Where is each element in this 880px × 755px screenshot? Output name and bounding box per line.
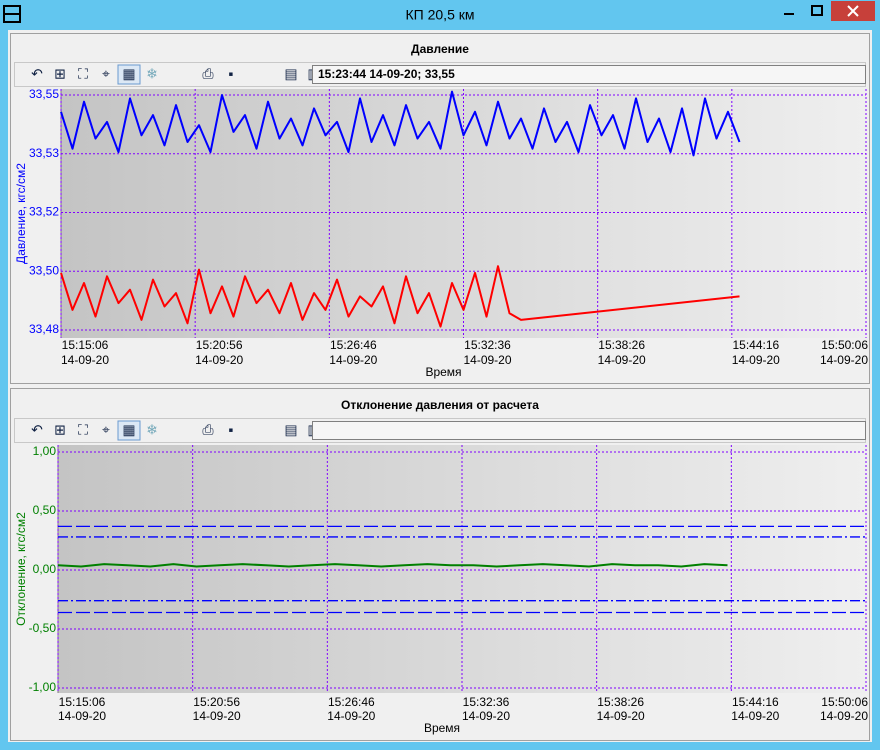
- x-tick-label: 14-09-20: [820, 709, 868, 723]
- toolbar-button-active: [117, 64, 141, 85]
- y-tick-label: 33,52: [29, 205, 59, 219]
- x-tick-label: 14-09-20: [58, 709, 106, 723]
- toolbar-button[interactable]: ⛶: [78, 422, 88, 438]
- x-tick-label: 15:50:06: [821, 338, 868, 352]
- x-tick-label: 15:32:36: [464, 338, 511, 352]
- y-tick-label: 33,53: [29, 146, 59, 160]
- toolbar-button[interactable]: ⎙: [202, 422, 213, 438]
- toolbar-button[interactable]: ▪: [229, 66, 234, 82]
- x-tick-label: 15:15:06: [62, 338, 109, 352]
- y-tick-label: 33,55: [29, 87, 59, 101]
- x-tick-label: 14-09-20: [61, 353, 109, 367]
- x-tick-label: 15:26:46: [328, 695, 375, 709]
- chart-title: Давление: [411, 42, 469, 56]
- toolbar-button[interactable]: ⌖: [102, 422, 110, 438]
- toolbar-button[interactable]: ▤: [284, 66, 297, 82]
- status-box: [312, 421, 866, 440]
- x-tick-label: 15:20:56: [196, 338, 243, 352]
- x-tick-label: 15:26:46: [330, 338, 377, 352]
- data-line: [60, 265, 740, 328]
- x-axis-label: Время: [425, 365, 461, 379]
- x-tick-label: 15:44:16: [732, 695, 779, 709]
- toolbar-button[interactable]: ▪: [229, 422, 234, 438]
- x-tick-label: 14-09-20: [820, 353, 868, 367]
- status-text: 15:23:44 14-09-20; 33,55: [318, 67, 455, 81]
- y-tick-label: -1,00: [29, 680, 57, 694]
- window-title: КП 20,5 км: [406, 7, 475, 23]
- toolbar-button[interactable]: ▦: [122, 66, 135, 82]
- y-tick-label: 0,50: [33, 503, 57, 517]
- y-tick-label: -0,50: [29, 621, 57, 635]
- x-tick-label: 14-09-20: [463, 353, 511, 367]
- y-tick-label: 33,48: [29, 322, 59, 336]
- x-tick-label: 15:20:56: [193, 695, 240, 709]
- x-tick-label: 15:38:26: [597, 695, 644, 709]
- toolbar-button-active: [117, 420, 141, 441]
- data-line: [60, 90, 741, 157]
- maximize-button[interactable]: [803, 1, 831, 21]
- y-tick-label: 1,00: [33, 444, 57, 458]
- status-box: [312, 65, 866, 84]
- toolbar-button[interactable]: ⛶: [78, 66, 88, 82]
- x-tick-label: 14-09-20: [732, 353, 780, 367]
- x-tick-label: 14-09-20: [597, 709, 645, 723]
- x-tick-label: 15:15:06: [59, 695, 106, 709]
- x-tick-label: 14-09-20: [193, 709, 241, 723]
- toolbar-button[interactable]: ❄: [146, 66, 158, 82]
- x-tick-label: 14-09-20: [329, 353, 377, 367]
- x-tick-label: 14-09-20: [327, 709, 375, 723]
- y-axis-label: Давление, кгс/см2: [14, 163, 28, 264]
- x-tick-label: 15:38:26: [598, 338, 645, 352]
- toolbar-button[interactable]: ⎙: [202, 66, 213, 82]
- toolbar-button[interactable]: ↶: [31, 422, 43, 438]
- chart-title: Отклонение давления от расчета: [341, 398, 539, 412]
- y-axis-label: Отклонение, кгс/см2: [14, 512, 28, 626]
- toolbar-button[interactable]: ❄: [146, 422, 158, 438]
- toolbar-button[interactable]: ⊞: [54, 66, 66, 82]
- x-tick-label: 15:32:36: [463, 695, 510, 709]
- x-tick-label: 14-09-20: [195, 353, 243, 367]
- toolbar-button[interactable]: ⌖: [102, 66, 110, 82]
- toolbar-button[interactable]: ▦: [122, 422, 135, 438]
- toolbar-button[interactable]: ⊞: [54, 422, 66, 438]
- toolbar-button[interactable]: ↶: [31, 66, 43, 82]
- y-tick-label: 33,50: [29, 263, 59, 277]
- x-axis-label: Время: [424, 721, 460, 735]
- x-tick-label: 14-09-20: [598, 353, 646, 367]
- x-tick-label: 14-09-20: [731, 709, 779, 723]
- x-tick-label: 14-09-20: [462, 709, 510, 723]
- minimize-button[interactable]: [775, 1, 803, 21]
- data-line: [57, 563, 728, 568]
- x-tick-label: 15:44:16: [732, 338, 779, 352]
- x-tick-label: 15:50:06: [821, 695, 868, 709]
- toolbar-button[interactable]: ▤: [284, 422, 297, 438]
- close-icon: [847, 5, 859, 17]
- maximize-icon: [811, 5, 823, 16]
- y-tick-label: 0,00: [33, 562, 57, 576]
